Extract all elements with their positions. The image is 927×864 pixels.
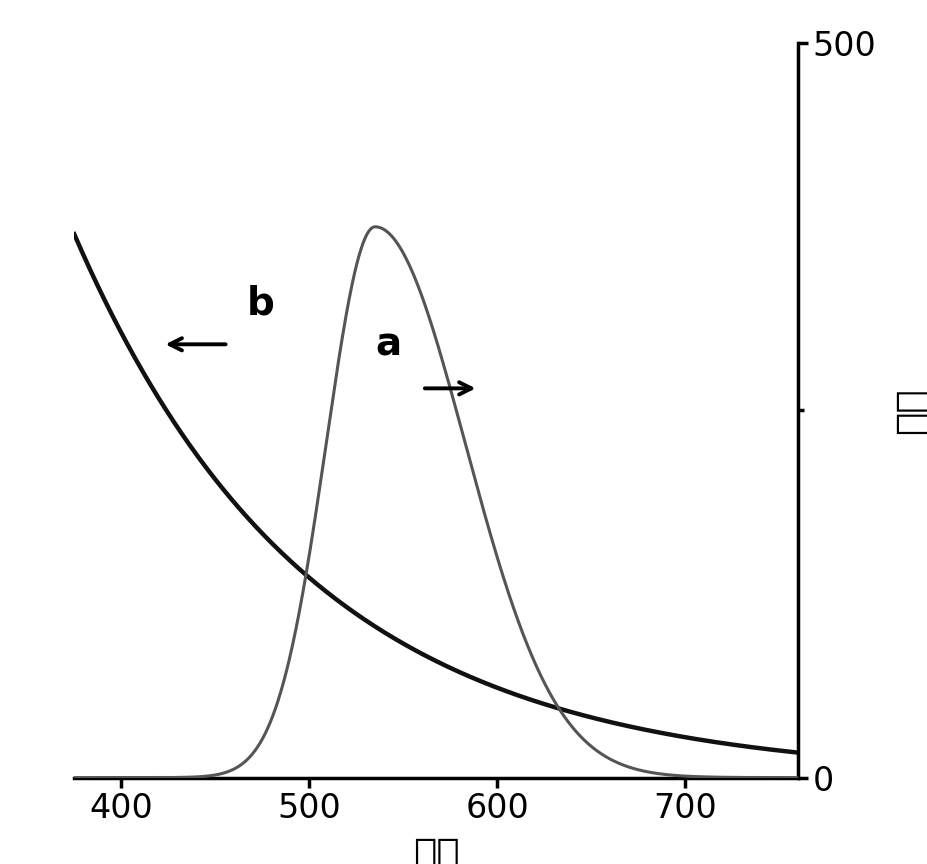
Text: a: a — [375, 326, 400, 363]
X-axis label: 波长: 波长 — [413, 836, 459, 864]
Y-axis label: 光强: 光强 — [892, 387, 927, 434]
Text: b: b — [247, 284, 274, 322]
